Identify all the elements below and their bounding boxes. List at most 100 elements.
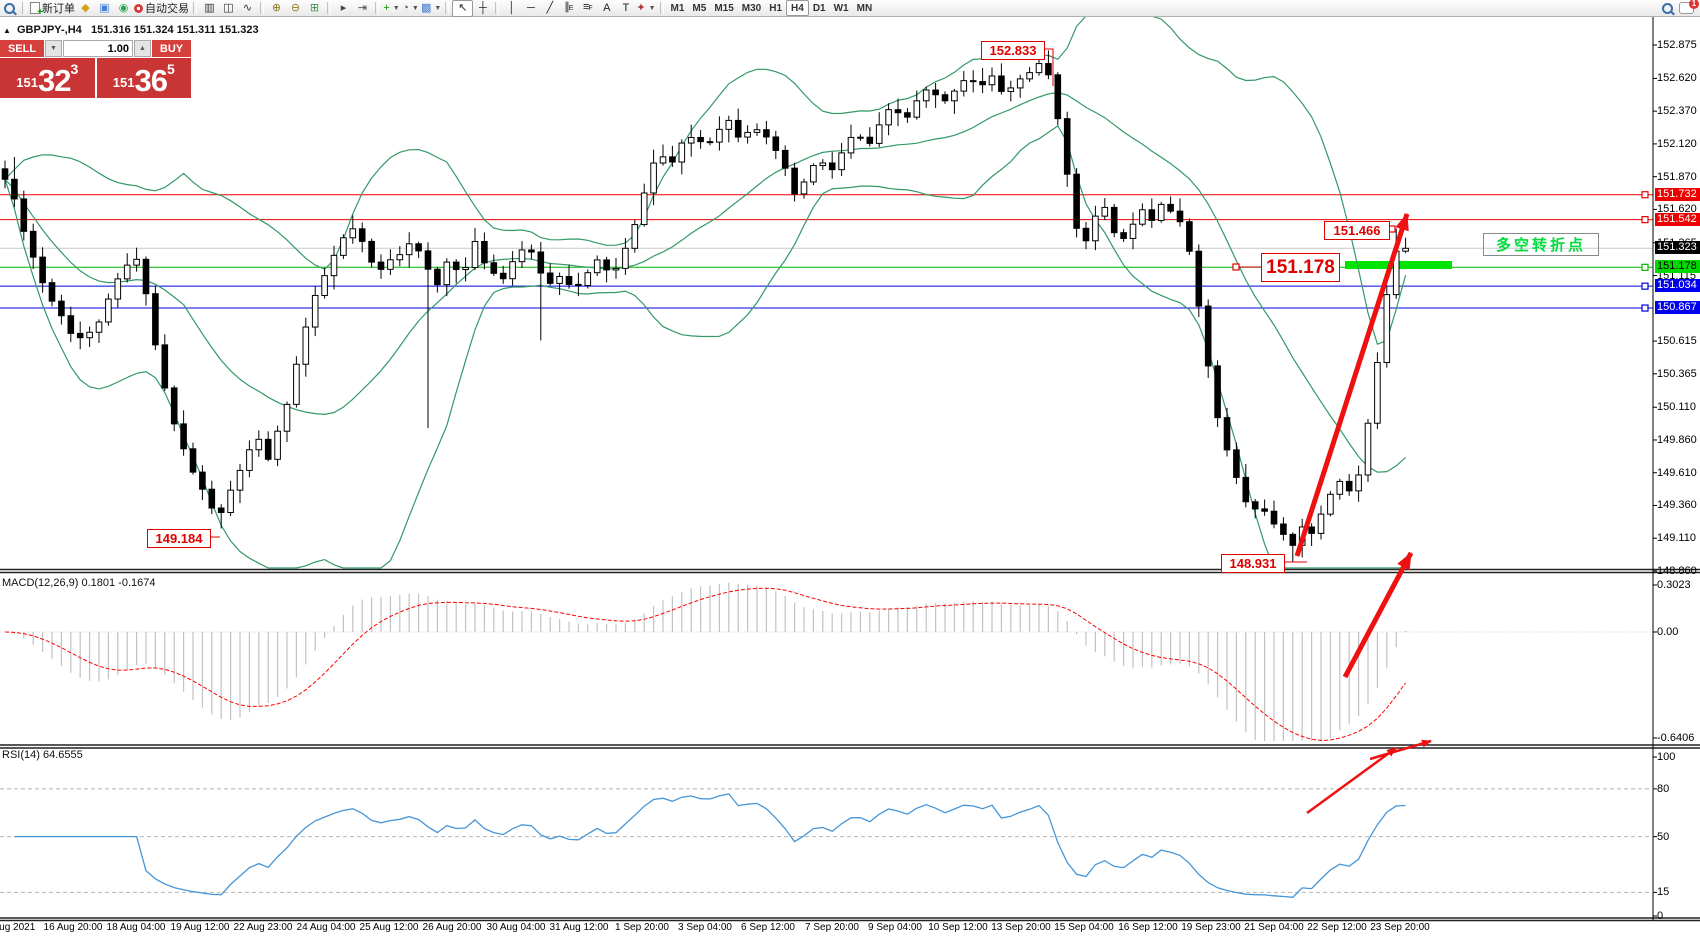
- horizontal-level-lines[interactable]: [0, 194, 1653, 309]
- buy-button[interactable]: BUY: [152, 40, 191, 57]
- bollinger-upper-band: [4, 15, 1407, 345]
- autotrade-button[interactable]: 自动交易: [133, 1, 190, 16]
- zoom-out-button[interactable]: ⊖: [286, 1, 305, 16]
- sell-price-main: 32: [37, 63, 71, 98]
- price-tick-label: 148.860: [1657, 565, 1697, 577]
- symbols-icon-glyph: ◆: [81, 1, 90, 14]
- templates-button-glyph: ▩: [421, 1, 432, 14]
- scope-button[interactable]: [0, 1, 19, 16]
- macd-indicator-title: MACD(12,26,9) 0.1801 -0.1674: [2, 577, 156, 589]
- symbol-name: GBPJPY-,H4: [16, 24, 82, 36]
- note-text-label[interactable]: 多空转折点: [1483, 233, 1599, 256]
- crosshair-button[interactable]: ┼: [473, 1, 492, 16]
- tile-windows-button-glyph: ⊞: [309, 1, 320, 14]
- line-chart-button-glyph: ∿: [242, 1, 253, 14]
- timeframe-button-h1[interactable]: H1: [769, 2, 783, 14]
- cursor-button[interactable]: ↖: [452, 0, 474, 17]
- price-tick-label: 150.110: [1657, 401, 1696, 413]
- price-tag-151-466[interactable]: 151.466: [1324, 221, 1390, 240]
- arrows-button[interactable]: ✦ ▼: [635, 1, 656, 16]
- trend-arrow-rsi-1[interactable]: [1306, 746, 1397, 815]
- trendline-button[interactable]: ╱: [540, 1, 559, 16]
- chart-shift-button[interactable]: ⇥: [353, 1, 372, 16]
- buy-price-prefix: 151: [112, 75, 135, 90]
- time-axis-label: 23 Sep 20:00: [1370, 922, 1430, 933]
- indicators-button[interactable]: + ▼: [382, 1, 401, 16]
- price-tick-label: 150.615: [1657, 335, 1697, 347]
- periods-button[interactable]: ◔ ▼: [401, 1, 420, 16]
- notifications-button[interactable]: 1: [1677, 0, 1699, 16]
- toolbar-separator: [659, 2, 664, 14]
- search-button[interactable]: [1658, 1, 1677, 16]
- time-axis-label: 21 Sep 04:00: [1244, 922, 1304, 933]
- auto-scroll-button[interactable]: ▸: [334, 1, 353, 16]
- text-label-button[interactable]: T: [616, 1, 635, 16]
- volume-input[interactable]: [63, 40, 133, 57]
- price-tag-152-833[interactable]: 152.833: [981, 41, 1045, 60]
- channel-button[interactable]: ∥E: [559, 1, 578, 16]
- chat-bubble-icon: 1: [1679, 0, 1699, 14]
- sell-price-prefix: 151: [16, 75, 38, 90]
- volume-up-button[interactable]: ▲: [134, 40, 151, 57]
- time-axis-label: 3 Sep 04:00: [678, 922, 732, 933]
- price-tick-label: 152.120: [1657, 138, 1697, 150]
- price-level-label: 150.867: [1655, 301, 1700, 314]
- new-order-button[interactable]: 新订单: [29, 1, 76, 18]
- macd-axis-label: 0.3023: [1657, 579, 1691, 591]
- crosshair-button-glyph: ┼: [478, 1, 487, 14]
- sell-button[interactable]: SELL: [0, 40, 44, 57]
- timeframe-button-h4[interactable]: H4: [786, 0, 809, 16]
- trendline-button-glyph: ╱: [546, 1, 554, 14]
- timeframe-button-m5[interactable]: M5: [692, 2, 707, 14]
- fibonacci-button-glyph: ≡F: [582, 1, 593, 13]
- trend-arrow-main[interactable]: [1294, 213, 1410, 557]
- indicators-button-glyph: +: [383, 1, 390, 14]
- data-window-icon[interactable]: ▣: [95, 1, 114, 16]
- zoom-in-button[interactable]: ⊕: [267, 1, 286, 16]
- bar-chart-button[interactable]: ▥: [200, 1, 219, 16]
- new-order-button-label: 新订单: [42, 3, 75, 15]
- timeframe-button-w1[interactable]: W1: [833, 2, 849, 14]
- time-axis-label: 25 Aug 12:00: [359, 922, 419, 933]
- time-axis-label: 16 Sep 12:00: [1118, 922, 1178, 933]
- timeframe-button-m15[interactable]: M15: [714, 2, 734, 14]
- trend-arrow-rsi-2[interactable]: [1369, 739, 1432, 761]
- text-button[interactable]: A: [597, 1, 616, 16]
- bar-chart-button-glyph: ▥: [204, 1, 215, 14]
- time-axis-label: 6 Sep 12:00: [741, 922, 795, 933]
- volume-down-button[interactable]: ▼: [45, 40, 62, 57]
- time-axis-label: 22 Sep 12:00: [1307, 922, 1367, 933]
- time-axis-label: 7 Sep 20:00: [805, 922, 859, 933]
- price-tag-151-178[interactable]: 151.178: [1261, 253, 1340, 282]
- sell-price-button[interactable]: 151 32 3: [0, 58, 95, 98]
- price-tick-label: 149.110: [1657, 532, 1696, 544]
- macd-histogram: [13, 582, 1407, 741]
- buy-price-button[interactable]: 151 36 5: [96, 58, 191, 98]
- autotrade-icon: [134, 3, 143, 13]
- price-level-label: 151.732: [1655, 188, 1700, 201]
- timeframe-button-d1[interactable]: D1: [812, 2, 826, 14]
- candlestick-chart-button[interactable]: ◫: [219, 1, 238, 16]
- timeframe-button-m30[interactable]: M30: [741, 2, 762, 14]
- timeframe-button-mn[interactable]: MN: [856, 2, 873, 14]
- price-tag-148-931[interactable]: 148.931: [1221, 554, 1285, 573]
- line-chart-button[interactable]: ∿: [238, 1, 257, 16]
- vertical-line-button[interactable]: │: [502, 1, 521, 16]
- signals-icon[interactable]: ◉: [114, 1, 133, 16]
- timeframe-button-m1[interactable]: M1: [670, 2, 685, 14]
- tile-windows-button[interactable]: ⊞: [305, 1, 324, 16]
- symbols-icon[interactable]: ◆: [76, 1, 95, 16]
- fibonacci-button[interactable]: ≡F: [578, 1, 597, 16]
- time-axis-label: 3 Aug 2021: [0, 922, 36, 933]
- price-tag-149-184[interactable]: 149.184: [147, 529, 211, 548]
- magnifier-icon: [4, 2, 15, 14]
- macd-axis-label: -0.6406: [1657, 732, 1695, 744]
- time-axis-label: 30 Aug 04:00: [486, 922, 546, 933]
- trend-arrow-macd[interactable]: [1342, 551, 1414, 679]
- toolbar-separator: [327, 2, 331, 14]
- templates-button[interactable]: ▩ ▼: [420, 1, 442, 16]
- price-tick-label: 151.870: [1657, 171, 1697, 183]
- horizontal-line-button[interactable]: ─: [521, 1, 540, 16]
